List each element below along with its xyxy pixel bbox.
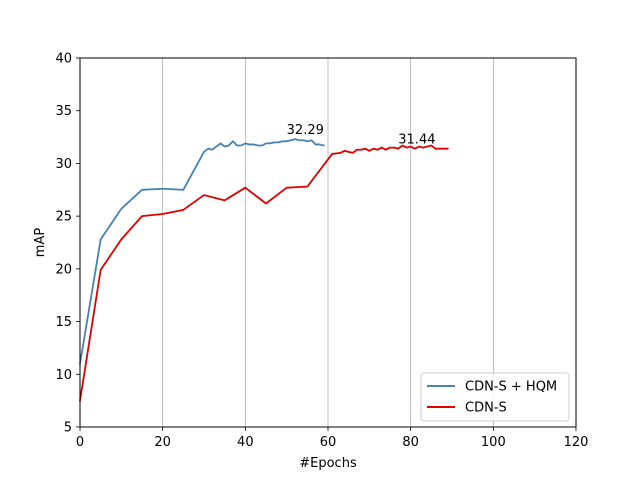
series-line-cdn-s-hqm xyxy=(79,138,325,365)
axis-ticks: 0 20 40 60 80 100 120 5 10 15 20 25 30 35 40 xyxy=(55,52,588,451)
y-tick-label: 25 xyxy=(55,210,72,225)
y-tick-label: 35 xyxy=(55,104,72,119)
x-tick-label: 20 xyxy=(154,435,171,450)
y-tick-label: 15 xyxy=(55,315,72,330)
y-tick-label: 10 xyxy=(55,368,72,383)
x-tick-label: 60 xyxy=(320,435,337,450)
legend-label-cdn-s-hqm: CDN-S + HQM xyxy=(465,380,557,395)
x-axis-label: #Epochs xyxy=(299,456,357,471)
y-axis-label: mAP xyxy=(33,228,48,258)
x-tick-label: 40 xyxy=(237,435,254,450)
annotation-label: 31.44 xyxy=(398,132,435,147)
y-tick-label: 40 xyxy=(55,52,72,67)
legend: CDN-S + HQM CDN-S xyxy=(420,372,570,422)
series-line-cdn-s xyxy=(79,144,449,402)
legend-box xyxy=(420,372,570,422)
x-tick-label: 0 xyxy=(76,435,84,450)
annotations: 32.29 31.44 xyxy=(287,123,436,147)
annotation-label: 32.29 xyxy=(287,123,324,138)
series-layer xyxy=(79,138,449,402)
y-tick-label: 30 xyxy=(55,157,72,172)
legend-label-cdn-s: CDN-S xyxy=(465,401,507,416)
x-tick-label: 80 xyxy=(402,435,419,450)
y-tick-label: 20 xyxy=(55,262,72,277)
x-tick-label: 120 xyxy=(564,435,589,450)
grid-lines xyxy=(162,58,494,427)
x-tick-label: 100 xyxy=(481,435,506,450)
y-tick-label: 5 xyxy=(64,421,72,436)
